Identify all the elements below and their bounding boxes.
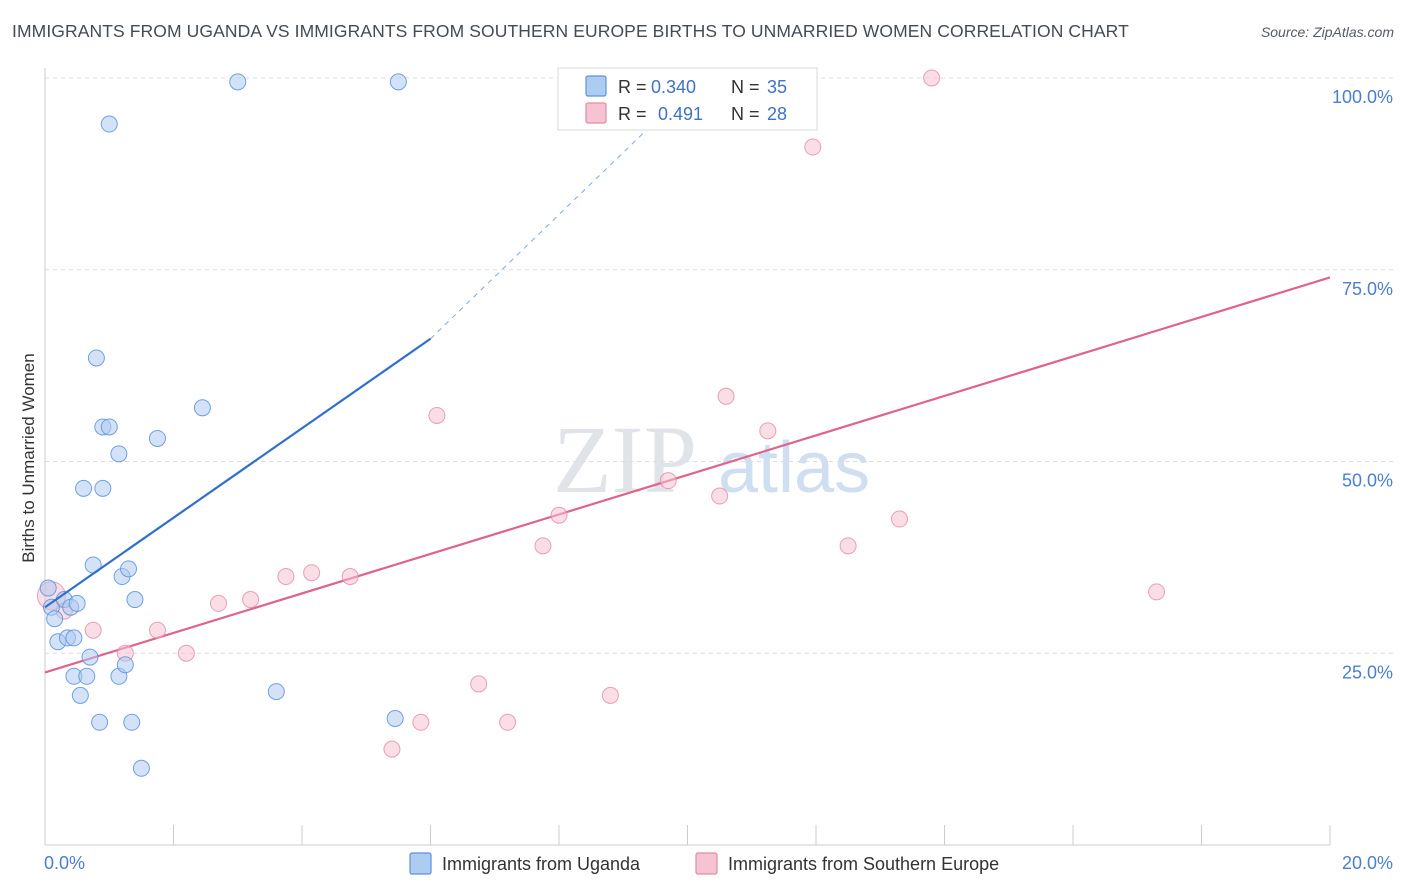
legend-r-value-europe: 0.491 [658,104,703,124]
watermark-zip: ZIP [553,406,697,513]
point-southern-europe [499,713,517,731]
point-uganda [39,579,57,597]
series-uganda [39,73,432,777]
point-southern-europe [177,644,195,662]
chart-title: IMMIGRANTS FROM UGANDA VS IMMIGRANTS FRO… [12,21,1129,41]
point-uganda [87,349,105,367]
correlation-legend: R = 0.340 N = 35 R = 0.491 N = 28 [557,67,818,131]
axes [44,68,1331,846]
y-tick-label: 100.0% [1332,87,1393,107]
x-tick-label-min: 0.0% [44,853,85,873]
point-uganda [68,594,86,612]
point-uganda [229,73,247,91]
legend-n-value-europe: 28 [767,104,787,124]
point-southern-europe [659,472,677,490]
point-uganda [91,713,109,731]
y-tick-label: 75.0% [1342,279,1393,299]
bottom-legend-label-uganda: Immigrants from Uganda [442,854,641,874]
chart-source: Source: ZipAtlas.com [1260,24,1394,40]
point-southern-europe [711,487,729,505]
watermark-atlas: atlas [718,428,870,508]
point-uganda [132,759,150,777]
point-southern-europe [383,740,401,758]
point-southern-europe [209,594,227,612]
point-southern-europe [804,138,822,156]
point-southern-europe [534,537,552,555]
y-axis-title: Births to Unmarried Women [19,353,38,562]
point-southern-europe [839,537,857,555]
point-uganda [116,656,134,674]
point-southern-europe [470,675,488,693]
point-uganda [126,591,144,609]
trend-lines [44,77,1331,674]
legend-swatch-europe [585,102,607,124]
point-uganda [65,629,83,647]
point-southern-europe [1148,583,1166,601]
point-southern-europe [717,387,735,405]
point-southern-europe [303,564,321,582]
point-southern-europe [148,621,166,639]
point-southern-europe [84,621,102,639]
point-southern-europe [601,686,619,704]
point-uganda [75,479,93,497]
point-uganda [267,683,285,701]
point-southern-europe [759,422,777,440]
point-southern-europe [412,713,430,731]
y-tick-label: 50.0% [1342,471,1393,491]
legend-n-value-uganda: 35 [767,77,787,97]
bottom-legend-label-europe: Immigrants from Southern Europe [728,854,999,874]
series-legend: Immigrants from Uganda Immigrants from S… [409,852,999,875]
point-southern-europe [891,510,909,528]
point-uganda [148,429,166,447]
point-uganda [110,445,128,463]
legend-r-label-uganda: R = [618,77,647,97]
point-southern-europe [550,506,568,524]
point-uganda [120,560,138,578]
trend-line-southern-europe [44,276,1331,674]
point-southern-europe [428,406,446,424]
legend-r-value-uganda: 0.340 [651,77,696,97]
point-southern-europe [923,69,941,87]
grid-lines [45,77,1395,654]
point-southern-europe [341,568,359,586]
point-uganda [71,686,89,704]
point-uganda [389,73,407,91]
point-uganda [94,479,112,497]
point-uganda [46,610,64,628]
point-uganda [81,648,99,666]
point-uganda [193,399,211,417]
legend-swatch-uganda [585,75,607,97]
point-uganda [100,115,118,133]
point-uganda [78,667,96,685]
bottom-legend-swatch-europe [695,852,718,875]
point-uganda [123,713,141,731]
x-tick-label-max: 20.0% [1342,853,1393,873]
legend-n-label-uganda: N = [731,77,760,97]
legend-n-label-europe: N = [731,104,760,124]
trend-line-uganda [44,337,432,609]
y-tick-label: 25.0% [1342,662,1393,682]
point-southern-europe [277,568,295,586]
point-uganda [386,709,404,727]
legend-r-label-europe: R = [618,104,647,124]
point-southern-europe [242,591,260,609]
bottom-legend-swatch-uganda [409,852,432,875]
point-uganda [100,418,118,436]
tick-labels: 25.0% 50.0% 75.0% 100.0% 0.0% 20.0% [44,87,1393,873]
